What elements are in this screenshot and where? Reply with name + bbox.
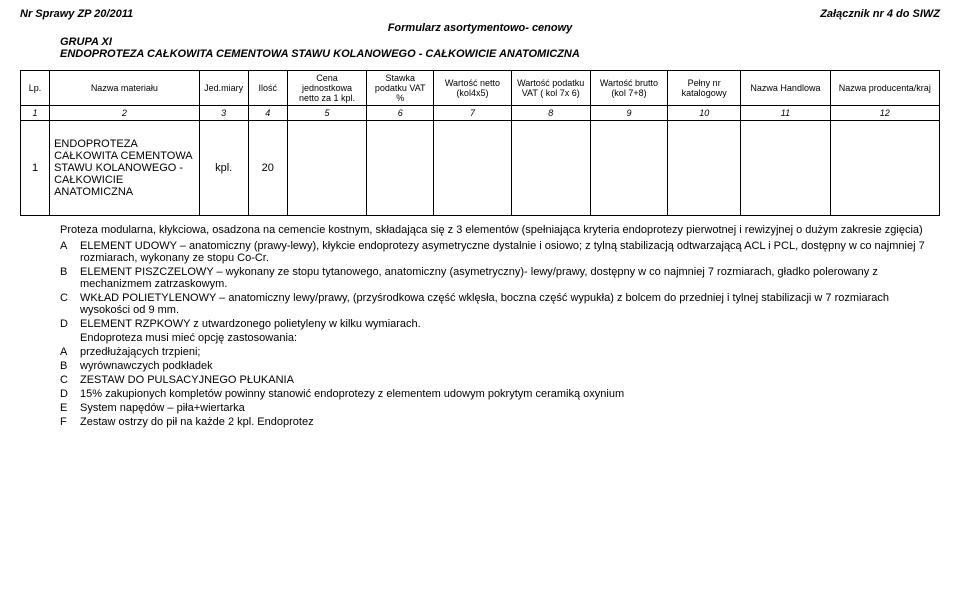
- cell-lp: 1: [21, 121, 50, 216]
- cell-empty: [434, 121, 511, 216]
- cell-empty: [830, 121, 939, 216]
- item-text: WKŁAD POLIETYLENOWY – anatomiczny lewy/p…: [80, 292, 940, 316]
- col-num: 2: [50, 106, 199, 121]
- cell-nazwa: ENDOPROTEZA CAŁKOWITA CEMENTOWA STAWU KO…: [50, 121, 199, 216]
- col-num: 9: [590, 106, 667, 121]
- item-text: ZESTAW DO PULSACYJNEGO PŁUKANIA: [80, 374, 940, 386]
- table-row: 1 ENDOPROTEZA CAŁKOWITA CEMENTOWA STAWU …: [21, 121, 940, 216]
- col-num: 1: [21, 106, 50, 121]
- list-item: F Zestaw ostrzy do pił na każde 2 kpl. E…: [60, 416, 940, 428]
- col-header: Nazwa Handlowa: [741, 71, 830, 106]
- col-header: Wartość brutto (kol 7+8): [590, 71, 667, 106]
- item-label: C: [60, 292, 80, 316]
- cell-empty: [287, 121, 366, 216]
- item-text: ELEMENT UDOWY – anatomiczny (prawy-lewy)…: [80, 240, 940, 264]
- col-header: Wartość podatku VAT ( kol 7x 6): [511, 71, 590, 106]
- item-label: D: [60, 318, 80, 330]
- table-number-row: 1 2 3 4 5 6 7 8 9 10 11 12: [21, 106, 940, 121]
- cell-empty: [741, 121, 830, 216]
- pricing-table: Lp. Nazwa materiału Jed.miary Ilość Cena…: [20, 70, 940, 216]
- cell-empty: [668, 121, 741, 216]
- item-label: A: [60, 240, 80, 264]
- col-header: Lp.: [21, 71, 50, 106]
- item-text: wyrównawczych podkładek: [80, 360, 940, 372]
- item-label: D: [60, 388, 80, 400]
- col-header: Nazwa producenta/kraj: [830, 71, 939, 106]
- col-num: 3: [199, 106, 248, 121]
- col-header: Jed.miary: [199, 71, 248, 106]
- list-item: C ZESTAW DO PULSACYJNEGO PŁUKANIA: [60, 374, 940, 386]
- item-text: 15% zakupionych kompletów powinny stanow…: [80, 388, 940, 400]
- item-label: B: [60, 266, 80, 290]
- mid-text: Endoproteza musi mieć opcję zastosowania…: [80, 332, 940, 344]
- mid-text-row: Endoproteza musi mieć opcję zastosowania…: [60, 332, 940, 344]
- col-header: Ilość: [248, 71, 287, 106]
- item-label: E: [60, 402, 80, 414]
- cell-empty: [590, 121, 667, 216]
- cell-empty: [367, 121, 434, 216]
- cell-empty: [511, 121, 590, 216]
- list-item: A przedłużających trzpieni;: [60, 346, 940, 358]
- table-header-row: Lp. Nazwa materiału Jed.miary Ilość Cena…: [21, 71, 940, 106]
- col-num: 12: [830, 106, 939, 121]
- col-header: Nazwa materiału: [50, 71, 199, 106]
- col-num: 4: [248, 106, 287, 121]
- list-item: A ELEMENT UDOWY – anatomiczny (prawy-lew…: [60, 240, 940, 264]
- item-label: F: [60, 416, 80, 428]
- header-row: Nr Sprawy ZP 20/2011 Załącznik nr 4 do S…: [20, 8, 940, 20]
- item-text: System napędów – piła+wiertarka: [80, 402, 940, 414]
- list-item: B wyrównawczych podkładek: [60, 360, 940, 372]
- item-text: ELEMENT PISZCZELOWY – wykonany ze stopu …: [80, 266, 940, 290]
- cell-ilosc: 20: [248, 121, 287, 216]
- form-title: Formularz asortymentowo- cenowy: [20, 22, 940, 34]
- col-num: 8: [511, 106, 590, 121]
- item-text: przedłużających trzpieni;: [80, 346, 940, 358]
- empty-label: [60, 332, 80, 344]
- col-header: Pełny nr katalogowy: [668, 71, 741, 106]
- list-item: C WKŁAD POLIETYLENOWY – anatomiczny lewy…: [60, 292, 940, 316]
- col-header: Cena jednostkowa netto za 1 kpl.: [287, 71, 366, 106]
- col-num: 10: [668, 106, 741, 121]
- col-num: 11: [741, 106, 830, 121]
- col-num: 7: [434, 106, 511, 121]
- item-label: C: [60, 374, 80, 386]
- main-title: ENDOPROTEZA CAŁKOWITA CEMENTOWA STAWU KO…: [60, 48, 940, 60]
- col-header: Stawka podatku VAT %: [367, 71, 434, 106]
- intro-text: Proteza modularna, kłykciowa, osadzona n…: [60, 224, 940, 236]
- description-block: Proteza modularna, kłykciowa, osadzona n…: [60, 224, 940, 428]
- col-num: 6: [367, 106, 434, 121]
- attachment-label: Załącznik nr 4 do SIWZ: [820, 8, 940, 20]
- item-text: ELEMENT RZPKOWY z utwardzonego polietyle…: [80, 318, 940, 330]
- item-label: A: [60, 346, 80, 358]
- list-item: E System napędów – piła+wiertarka: [60, 402, 940, 414]
- item-text: Zestaw ostrzy do pił na każde 2 kpl. End…: [80, 416, 940, 428]
- list-item: B ELEMENT PISZCZELOWY – wykonany ze stop…: [60, 266, 940, 290]
- list-item: D 15% zakupionych kompletów powinny stan…: [60, 388, 940, 400]
- col-header: Wartość netto (kol4x5): [434, 71, 511, 106]
- case-number: Nr Sprawy ZP 20/2011: [20, 8, 133, 20]
- item-label: B: [60, 360, 80, 372]
- col-num: 5: [287, 106, 366, 121]
- group-label: GRUPA XI: [60, 36, 940, 48]
- cell-jm: kpl.: [199, 121, 248, 216]
- list-item: D ELEMENT RZPKOWY z utwardzonego poliety…: [60, 318, 940, 330]
